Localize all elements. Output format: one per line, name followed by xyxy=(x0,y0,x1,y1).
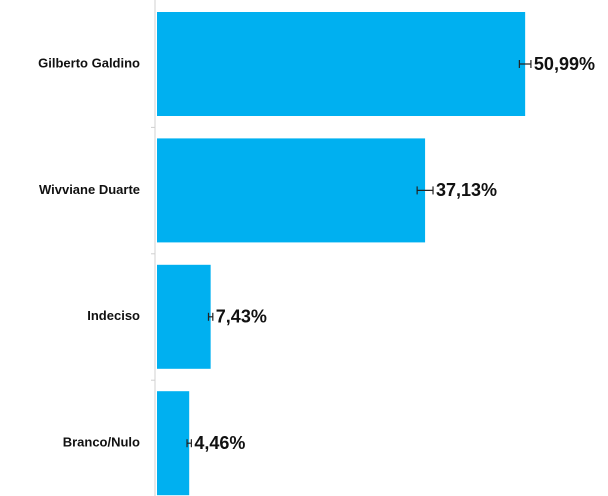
category-label: Branco/Nulo xyxy=(63,435,140,450)
category-label: Gilberto Galdino xyxy=(38,55,140,70)
category-label: Wivviane Duarte xyxy=(39,182,140,197)
value-label: 37,13% xyxy=(436,180,497,200)
error-bar xyxy=(186,439,192,448)
bar xyxy=(157,12,526,116)
category-label: Indeciso xyxy=(87,308,140,323)
error-bar xyxy=(518,60,532,68)
value-label: 50,99% xyxy=(534,54,595,74)
error-bar xyxy=(207,312,214,321)
error-bar xyxy=(416,186,434,195)
bar xyxy=(157,138,426,243)
value-label: 7,43% xyxy=(216,307,267,327)
bar xyxy=(157,264,211,369)
value-label: 4,46% xyxy=(194,433,245,453)
bar xyxy=(157,391,190,496)
